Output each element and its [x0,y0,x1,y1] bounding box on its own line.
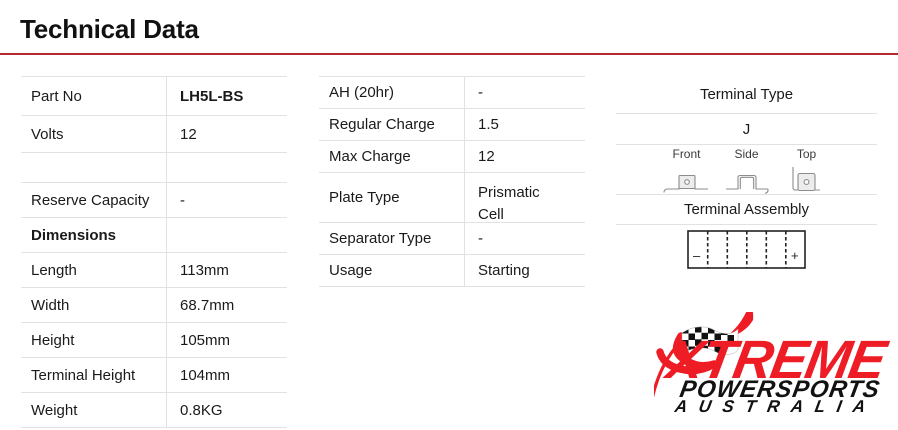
svg-text:–: – [693,248,701,263]
svg-text:+: + [791,248,799,263]
